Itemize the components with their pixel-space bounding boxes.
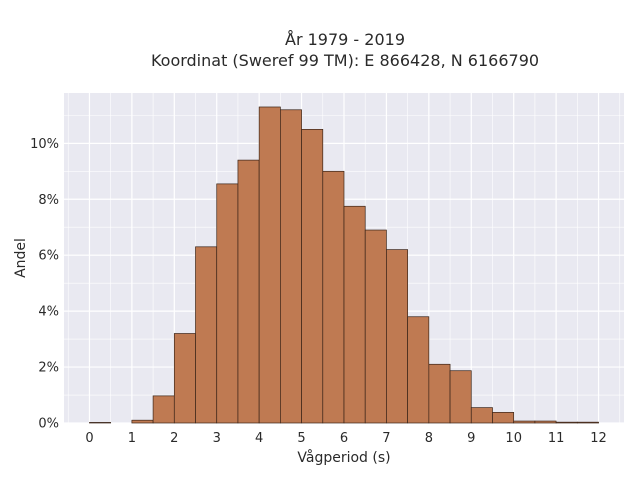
histogram-bar (407, 316, 430, 424)
histogram-bar (131, 419, 154, 424)
x-tick-label: 6 (340, 431, 348, 446)
histogram-bar (89, 422, 112, 424)
y-tick-label: 6% (38, 249, 59, 264)
y-tick-label: 2% (38, 361, 59, 376)
histogram-bar (322, 170, 345, 424)
chart-title-line1: År 1979 - 2019 (285, 30, 405, 49)
histogram-bars (89, 106, 599, 424)
histogram-bar (428, 363, 451, 424)
histogram-bar (258, 106, 281, 424)
axis-ticks: 0 1 2 3 4 5 6 7 8 9 10 11 120%2%4%6%8%10% (30, 137, 607, 446)
histogram-bar (237, 159, 260, 424)
x-tick-label: 2 (170, 431, 178, 446)
histogram-bar (576, 421, 599, 424)
x-tick-label: 0 (85, 431, 93, 446)
histogram-bar (470, 407, 493, 424)
x-tick-label: 1 (128, 431, 136, 446)
y-tick-label: 10% (30, 137, 59, 152)
histogram-bar (513, 420, 536, 424)
histogram-bar (173, 333, 196, 424)
histogram-bar (152, 395, 175, 424)
histogram-bar (386, 249, 408, 424)
histogram-bar (301, 129, 324, 424)
x-tick-label: 4 (255, 431, 263, 446)
y-axis-label: Andel (13, 238, 29, 278)
x-tick-label: 5 (297, 431, 305, 446)
x-tick-label: 12 (590, 431, 607, 446)
histogram-bar (343, 205, 366, 424)
histogram-bar (492, 412, 515, 424)
x-tick-label: 11 (548, 431, 565, 446)
x-tick-label: 3 (213, 431, 221, 446)
x-axis-label: Vågperiod (s) (297, 449, 390, 466)
y-tick-label: 8% (38, 193, 59, 208)
histogram-bar (364, 229, 387, 424)
y-tick-label: 0% (38, 417, 59, 432)
x-tick-label: 7 (382, 431, 390, 446)
x-tick-label: 9 (467, 431, 475, 446)
histogram-bar (449, 370, 472, 424)
histogram-bar (280, 109, 302, 424)
histogram-bar (195, 246, 218, 424)
y-tick-label: 4% (38, 305, 59, 320)
x-tick-label: 10 (505, 431, 522, 446)
histogram-bar (555, 421, 578, 424)
chart-title-line2: Koordinat (Sweref 99 TM): E 866428, N 61… (151, 51, 539, 70)
histogram-bar (216, 183, 239, 424)
histogram-bar (534, 420, 557, 424)
x-tick-label: 8 (425, 431, 433, 446)
